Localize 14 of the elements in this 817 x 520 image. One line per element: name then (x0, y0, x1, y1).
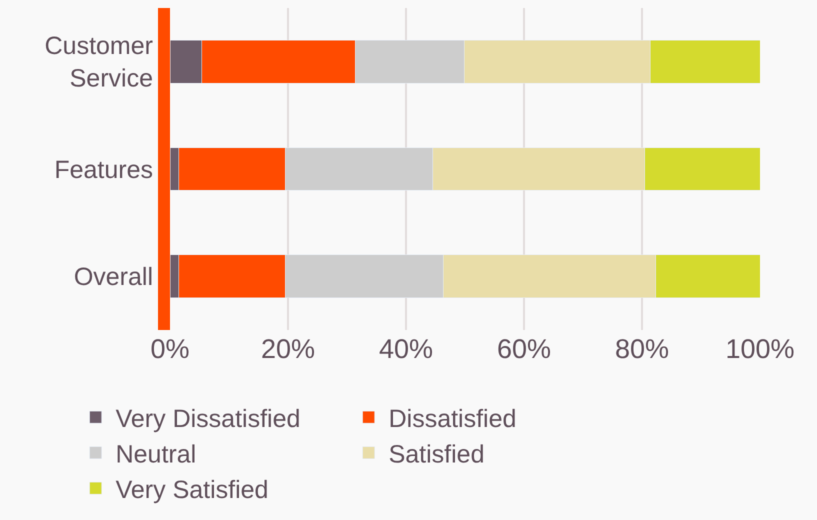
x-tick-label: 60% (496, 334, 552, 364)
x-tick-label: 100% (725, 334, 795, 364)
x-tick-label: 0% (150, 334, 190, 364)
y-tick-label: Customer Service (44, 32, 153, 93)
y-tick-label: Features (54, 156, 153, 184)
x-tick-label: 40% (378, 334, 434, 364)
legend-label: Very Dissatisfied (116, 404, 300, 433)
legend-label: Neutral (116, 440, 196, 468)
legend-label: Very Satisfied (116, 476, 268, 504)
legend-label: Dissatisfied (388, 404, 516, 433)
y-tick-label: Overall (74, 263, 153, 292)
x-tick-label: 20% (260, 334, 316, 364)
legend-label: Satisfied (388, 440, 484, 468)
x-tick-label: 80% (614, 334, 670, 364)
